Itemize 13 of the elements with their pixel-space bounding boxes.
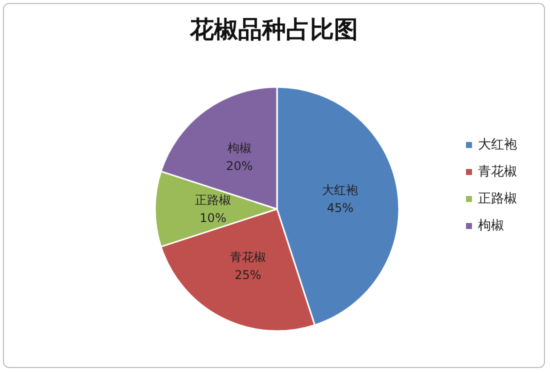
slice-label: 大红袍: [322, 182, 358, 197]
legend-label: 青花椒: [478, 164, 517, 180]
data-label: 25%: [234, 268, 262, 282]
data-label: 10%: [200, 211, 226, 225]
data-label: 20%: [226, 159, 253, 174]
slice-label: 正路椒: [195, 193, 231, 207]
legend-label: 大红袍: [478, 138, 517, 152]
legend-label: 枸椒: [478, 218, 504, 234]
data-label: 45%: [326, 200, 354, 215]
legend-label: 正路椒: [478, 192, 517, 206]
chart-title: 花椒品种占比图: [189, 14, 358, 44]
slice-label: 青花椒: [230, 250, 266, 264]
slice-label: 枸椒: [227, 141, 252, 156]
